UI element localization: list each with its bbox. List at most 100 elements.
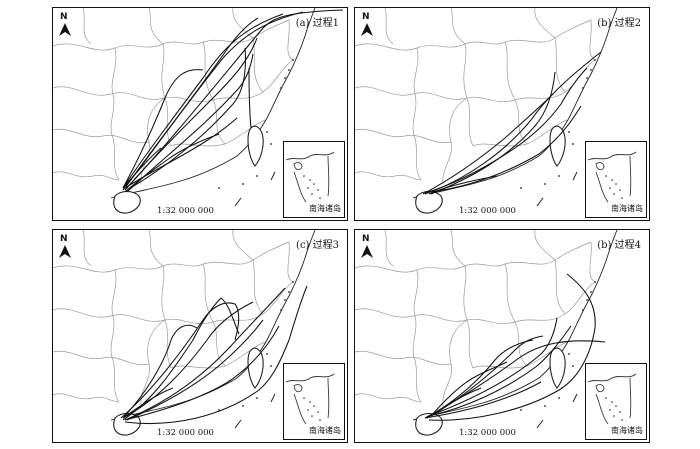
province-boundary xyxy=(450,8,466,45)
inset-island xyxy=(613,193,615,195)
track-line xyxy=(426,339,534,419)
track-line xyxy=(124,117,238,189)
boundary-dash xyxy=(536,419,544,429)
small-island xyxy=(586,77,588,79)
inset-island xyxy=(611,179,613,181)
track-line xyxy=(122,324,198,419)
taiwan-island xyxy=(549,347,566,389)
north-arrow: N xyxy=(360,234,374,258)
track-line xyxy=(428,273,596,421)
track-line xyxy=(124,287,286,421)
inset-island xyxy=(309,179,311,181)
inset-island xyxy=(317,189,319,191)
basemap-a xyxy=(53,8,316,214)
province-boundary xyxy=(412,47,422,181)
track-line xyxy=(430,361,508,417)
inset-label: 南海诸岛 xyxy=(611,426,643,435)
province-boundary xyxy=(140,319,166,407)
track-line xyxy=(248,67,252,129)
boundary-dash xyxy=(572,171,578,181)
small-island xyxy=(568,353,570,355)
track-line xyxy=(424,51,602,195)
basemap-d xyxy=(355,230,618,436)
province-boundary xyxy=(355,393,422,403)
province-boundary xyxy=(287,19,294,61)
track-line xyxy=(424,67,588,194)
inset-boundary xyxy=(327,377,330,419)
inset-island xyxy=(313,405,315,407)
inset-island xyxy=(319,419,321,421)
small-island xyxy=(292,59,294,61)
province-boundary xyxy=(53,393,120,403)
province-boundary xyxy=(355,86,516,103)
small-island xyxy=(558,175,560,177)
small-island xyxy=(572,143,574,145)
scale-text: 1:32 000 000 xyxy=(157,206,214,216)
province-boundary xyxy=(53,350,150,366)
track-line xyxy=(126,53,254,193)
inset-island xyxy=(621,419,623,421)
inset-map xyxy=(285,373,335,425)
inset-coastline xyxy=(285,373,335,383)
south-sea-inset: 南海诸岛 xyxy=(585,141,647,218)
inset-island xyxy=(311,415,313,417)
province-boundary xyxy=(232,230,254,261)
province-boundary xyxy=(355,41,506,51)
tracks-b xyxy=(422,51,602,195)
small-island xyxy=(288,291,290,293)
province-boundary xyxy=(442,97,468,185)
inset-hainan xyxy=(293,162,303,171)
inset-map xyxy=(587,373,637,425)
track-line xyxy=(124,133,220,193)
north-arrow: N xyxy=(360,12,374,36)
north-arrow: N xyxy=(58,12,72,36)
inset-island xyxy=(303,175,305,177)
north-arrow-icon xyxy=(361,245,373,258)
inset-boundary xyxy=(629,377,632,419)
small-island xyxy=(520,187,522,189)
small-island xyxy=(572,365,574,367)
province-boundary xyxy=(355,308,516,325)
track-line xyxy=(124,17,259,189)
small-island xyxy=(270,365,272,367)
small-island xyxy=(558,397,560,399)
province-boundary xyxy=(534,230,556,261)
inset-island xyxy=(619,189,621,191)
province-boundary xyxy=(202,263,226,367)
inset-island xyxy=(613,415,615,417)
inset-boundary xyxy=(595,171,609,203)
boundary-dash xyxy=(234,197,242,207)
track-line xyxy=(428,175,498,195)
small-island xyxy=(582,309,584,311)
small-island xyxy=(256,397,258,399)
panel-title: (a) 过程1 xyxy=(295,18,339,29)
small-island xyxy=(266,131,268,133)
scale-text: 1:32 000 000 xyxy=(459,206,516,216)
small-island xyxy=(292,281,294,283)
track-line xyxy=(122,69,204,189)
province-boundary xyxy=(53,128,150,144)
inset-coastline xyxy=(587,151,637,161)
track-line xyxy=(122,147,162,189)
tracks-d xyxy=(424,273,606,421)
boundary-dash xyxy=(270,393,276,403)
inset-island xyxy=(605,175,607,177)
province-boundary xyxy=(450,230,466,267)
track-line xyxy=(422,93,554,195)
small-island xyxy=(582,87,584,89)
inset-boundary xyxy=(595,393,609,425)
small-island xyxy=(586,299,588,301)
province-boundary xyxy=(110,269,120,403)
north-arrow-icon xyxy=(361,23,373,36)
province-boundary xyxy=(384,8,394,45)
small-island xyxy=(520,409,522,411)
province-boundary xyxy=(53,263,204,273)
province-boundary xyxy=(148,8,164,45)
south-sea-inset: 南海诸岛 xyxy=(283,363,345,440)
small-island xyxy=(280,87,282,89)
scale-text: 1:32 000 000 xyxy=(157,428,214,438)
boundary-dash xyxy=(270,171,276,181)
track-line xyxy=(126,319,264,421)
inset-island xyxy=(615,405,617,407)
inset-boundary xyxy=(293,393,307,425)
